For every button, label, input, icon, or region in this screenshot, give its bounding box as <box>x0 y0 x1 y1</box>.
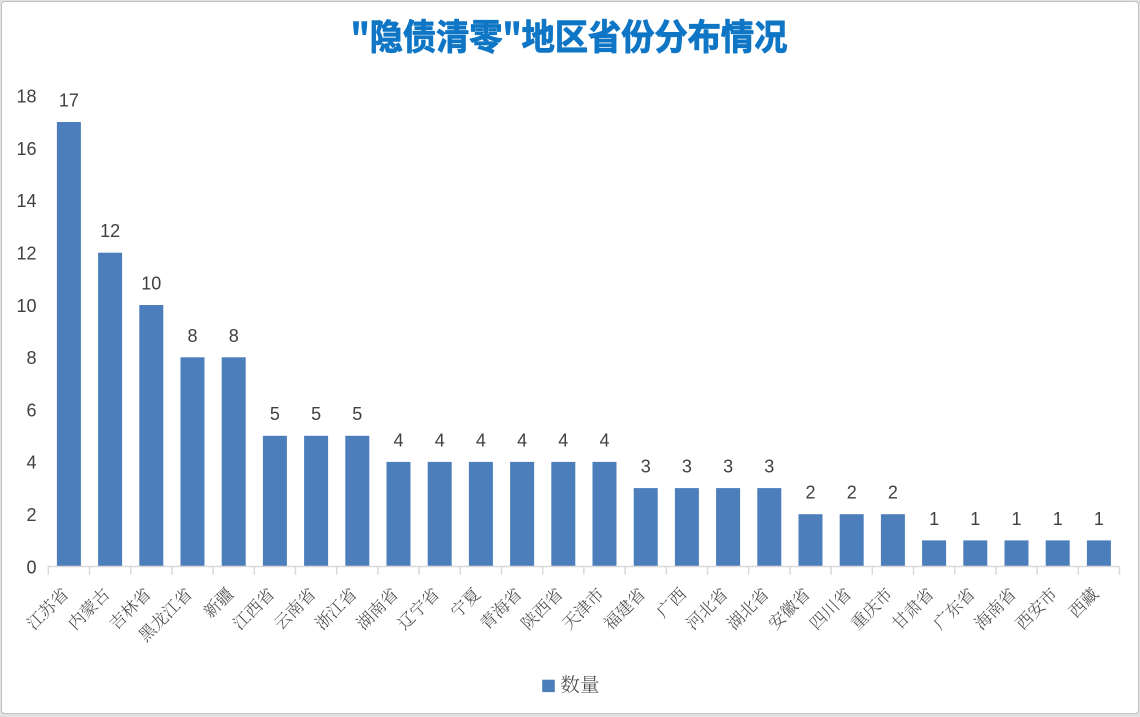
svg-text:5: 5 <box>352 404 362 424</box>
svg-text:4: 4 <box>558 430 568 450</box>
svg-text:14: 14 <box>16 191 36 211</box>
svg-text:1: 1 <box>1011 509 1021 529</box>
svg-text:1: 1 <box>1053 509 1063 529</box>
svg-text:8: 8 <box>229 326 239 346</box>
svg-text:4: 4 <box>599 430 609 450</box>
svg-text:5: 5 <box>270 404 280 424</box>
svg-text:2: 2 <box>888 483 898 503</box>
svg-text:12: 12 <box>16 244 36 264</box>
svg-text:4: 4 <box>435 430 445 450</box>
svg-text:8: 8 <box>187 326 197 346</box>
svg-text:3: 3 <box>764 457 774 477</box>
svg-text:4: 4 <box>393 430 403 450</box>
svg-text:6: 6 <box>26 400 36 420</box>
svg-text:3: 3 <box>682 457 692 477</box>
svg-text:1: 1 <box>929 509 939 529</box>
svg-text:0: 0 <box>26 557 36 577</box>
svg-text:12: 12 <box>100 221 120 241</box>
svg-text:5: 5 <box>311 404 321 424</box>
svg-text:8: 8 <box>26 348 36 368</box>
svg-text:2: 2 <box>847 483 857 503</box>
svg-text:3: 3 <box>641 457 651 477</box>
svg-text:16: 16 <box>16 139 36 159</box>
svg-text:1: 1 <box>970 509 980 529</box>
svg-text:3: 3 <box>723 457 733 477</box>
svg-text:4: 4 <box>26 453 36 473</box>
svg-text:2: 2 <box>26 505 36 525</box>
svg-text:4: 4 <box>517 430 527 450</box>
svg-text:17: 17 <box>59 91 79 111</box>
svg-text:4: 4 <box>476 430 486 450</box>
svg-text:1: 1 <box>1094 509 1104 529</box>
svg-text:10: 10 <box>16 296 36 316</box>
svg-text:10: 10 <box>141 274 161 294</box>
svg-text:18: 18 <box>16 87 36 107</box>
svg-text:2: 2 <box>805 483 815 503</box>
